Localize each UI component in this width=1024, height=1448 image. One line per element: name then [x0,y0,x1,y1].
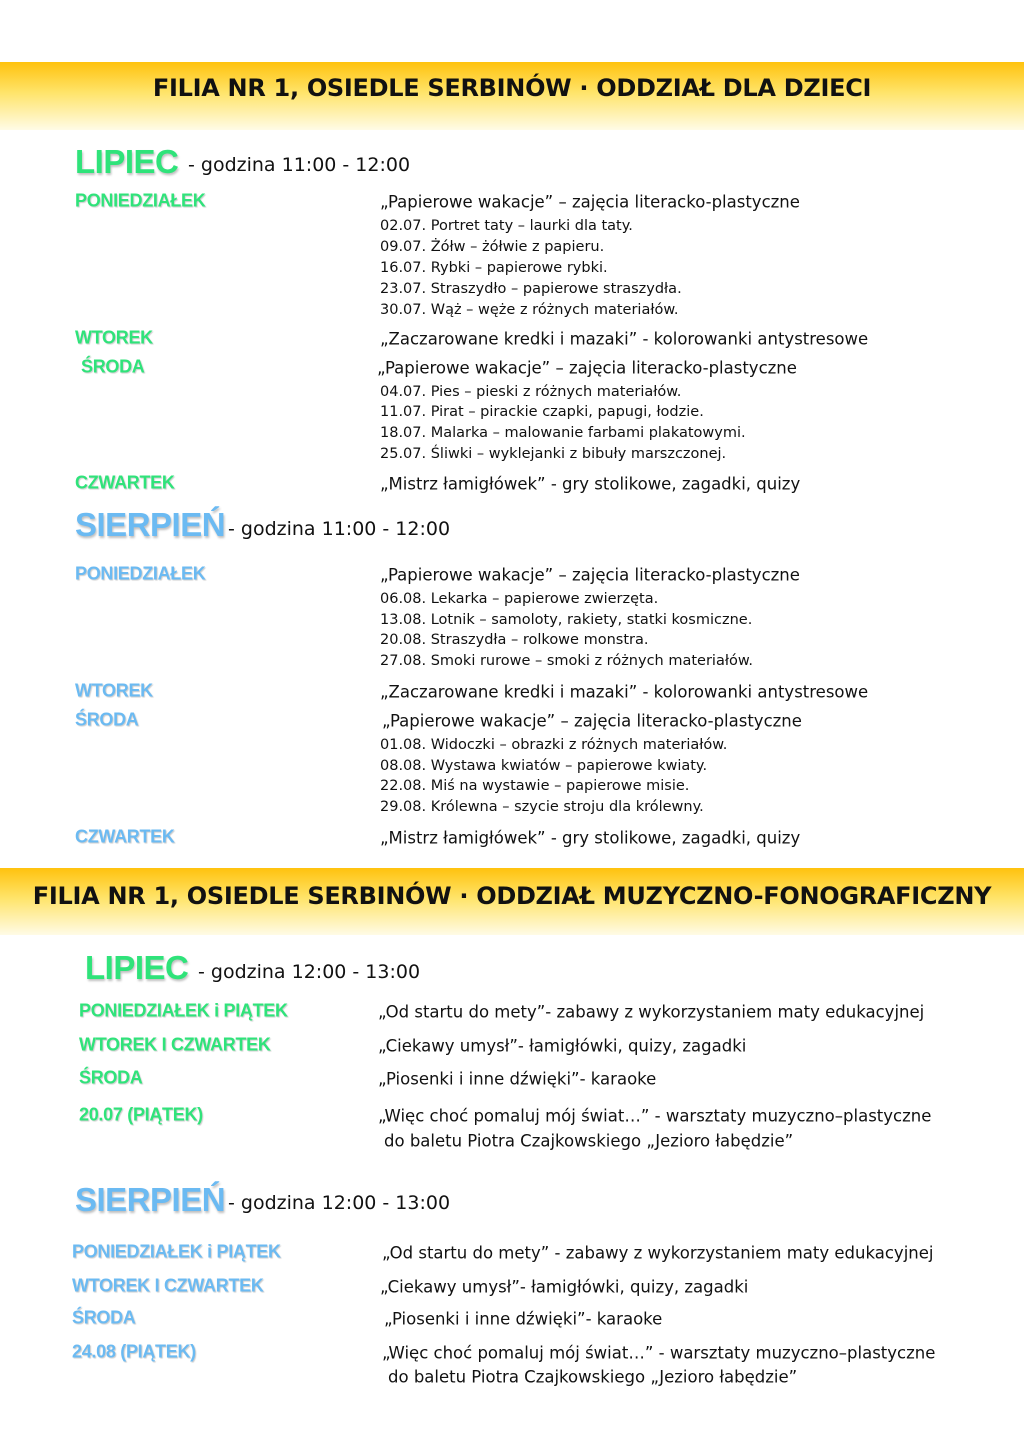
activity: „Mistrz łamigłówek” - gry stolikowe, zag… [380,828,801,848]
workshop-item: 06.08. Lekarka – papierowe zwierzęta. [380,591,659,607]
activity-continued: do baletu Piotra Czajkowskiego „Jezioro … [388,1367,798,1387]
section-header-band [0,62,1024,130]
month-hours: - godzina 11:00 - 12:00 [228,518,451,540]
day-label: CZWARTEK [75,826,175,847]
activity: „Od startu do mety” - zabawy z wykorzyst… [382,1243,934,1263]
day-label: 24.08 (PIĄTEK) [72,1341,196,1362]
activity: „Zaczarowane kredki i mazaki” - kolorowa… [380,329,869,349]
month-title: LIPIEC [75,143,179,180]
day-label: PONIEDZIAŁEK i PIĄTEK [72,1241,281,1262]
activity-continued: do baletu Piotra Czajkowskiego „Jezioro … [384,1131,794,1151]
day-label: ŚRODA [72,1307,136,1328]
month-hours: - godzina 12:00 - 13:00 [198,961,421,983]
section-header-band [0,868,1024,935]
workshop-item: 25.07. Śliwki – wyklejanki z bibuły mars… [380,446,727,462]
workshop-item: 16.07. Rybki – papierowe rybki. [380,260,608,276]
activity: „Papierowe wakacje” – zajęcia literacko-… [382,711,802,731]
activity: „Piosenki i inne dźwięki”- karaoke [378,1069,657,1089]
workshop-item: 22.08. Miś na wystawie – papierowe misie… [380,778,690,794]
workshop-item: 30.07. Wąż – węże z różnych materiałów. [380,302,679,318]
workshop-item: 02.07. Portret taty – laurki dla taty. [380,218,633,234]
activity: „Piosenki i inne dźwięki”- karaoke [384,1309,663,1329]
section-title: FILIA NR 1, OSIEDLE SERBINÓW · ODDZIAŁ D… [152,74,872,102]
workshop-item: 01.08. Widoczki – obrazki z różnych mate… [380,737,728,753]
activity: „Mistrz łamigłówek” - gry stolikowe, zag… [380,474,801,494]
workshop-item: 27.08. Smoki rurowe – smoki z różnych ma… [380,653,753,669]
day-label: PONIEDZIAŁEK [75,563,206,584]
month-hours: - godzina 11:00 - 12:00 [188,154,411,176]
activity: „Od startu do mety”- zabawy z wykorzysta… [378,1002,925,1022]
day-label: 20.07 (PIĄTEK) [79,1104,203,1125]
workshop-item: 29.08. Królewna – szycie stroju dla król… [380,799,704,815]
activity: „Ciekawy umysł”- łamigłówki, quizy, zaga… [378,1036,747,1056]
day-label: WTOREK I CZWARTEK [79,1034,271,1055]
month-title: SIERPIEŃ [75,1181,226,1218]
day-label: PONIEDZIAŁEK i PIĄTEK [79,1000,288,1021]
activity: „Więc choć pomaluj mój świat…” - warszta… [382,1343,936,1363]
section-title: FILIA NR 1, OSIEDLE SERBINÓW · ODDZIAŁ M… [32,882,992,910]
day-label: ŚRODA [79,1067,143,1088]
workshop-item: 09.07. Żółw – żółwie z papieru. [380,239,605,255]
month-hours: - godzina 12:00 - 13:00 [228,1192,451,1214]
activity: „Więc choć pomaluj mój świat…” - warszta… [378,1106,932,1126]
activity: „Ciekawy umysł”- łamigłówki, quizy, zaga… [380,1277,749,1297]
workshop-item: 04.07. Pies – pieski z różnych materiałó… [380,384,682,400]
day-label: WTOREK [75,327,153,348]
activity: „Papierowe wakacje” – zajęcia literacko-… [377,358,797,378]
activity: „Zaczarowane kredki i mazaki” - kolorowa… [380,682,869,702]
workshop-item: 08.08. Wystawa kwiatów – papierowe kwiat… [380,758,708,774]
day-label: CZWARTEK [75,472,175,493]
workshop-item: 18.07. Malarka – malowanie farbami plaka… [380,425,746,441]
day-label: ŚRODA [81,356,145,377]
day-label: PONIEDZIAŁEK [75,190,206,211]
workshop-item: 20.08. Straszydła – rolkowe monstra. [380,632,649,648]
workshop-item: 13.08. Lotnik – samoloty, rakiety, statk… [380,612,753,628]
day-label: ŚRODA [75,709,139,730]
workshop-item: 11.07. Pirat – pirackie czapki, papugi, … [380,404,704,420]
workshop-item: 23.07. Straszydło – papierowe straszydła… [380,281,682,297]
month-title: LIPIEC [85,949,189,986]
activity: „Papierowe wakacje” – zajęcia literacko-… [380,192,800,212]
day-label: WTOREK [75,680,153,701]
month-title: SIERPIEŃ [75,506,226,543]
day-label: WTOREK I CZWARTEK [72,1275,264,1296]
activity: „Papierowe wakacje” – zajęcia literacko-… [380,565,800,585]
